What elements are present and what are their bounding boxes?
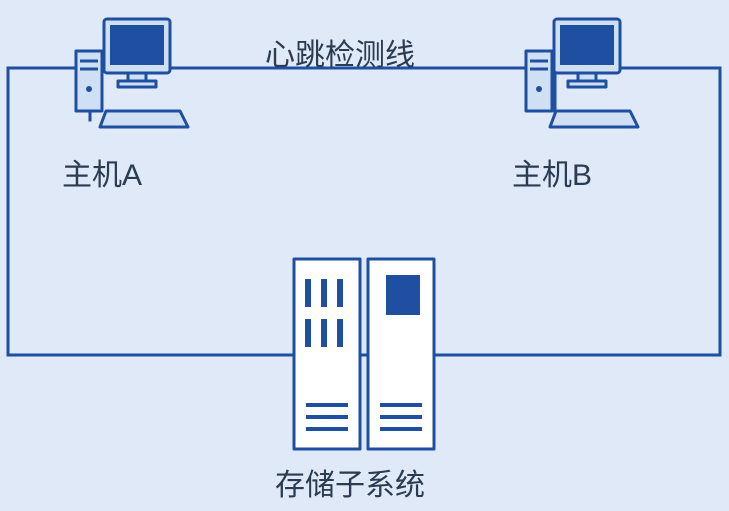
storage-server-icon [290,255,440,460]
storage-label: 存储子系统 [275,460,425,504]
host-b-label: 主机B [512,150,592,194]
diagram-canvas: 心跳检测线 主机A 主机B 存储子系统 [0,0,729,511]
host-a-computer-icon [70,15,190,140]
host-a-label: 主机A [62,150,142,194]
heartbeat-label: 心跳检测线 [265,30,415,74]
host-b-computer-icon [520,15,640,140]
